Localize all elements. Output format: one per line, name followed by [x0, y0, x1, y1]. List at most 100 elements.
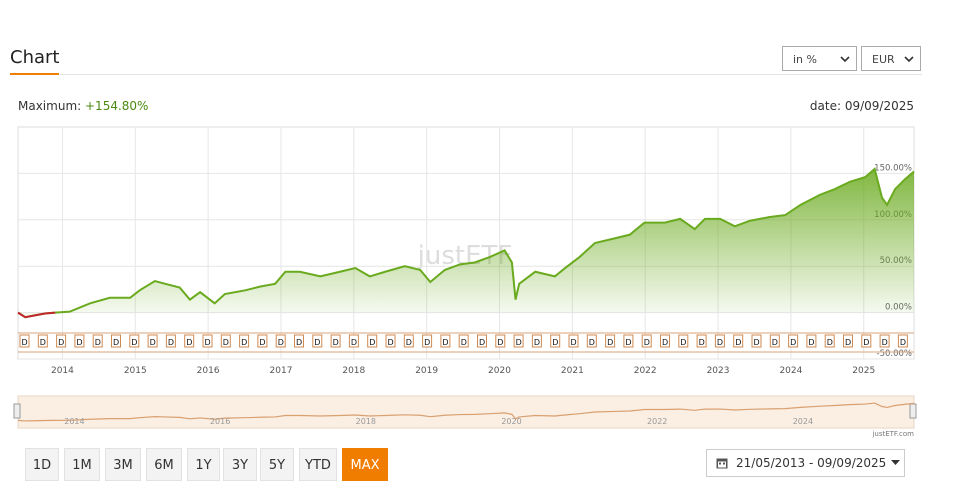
x-tick-label: 2024	[779, 366, 802, 376]
range-button[interactable]: 1D	[25, 448, 59, 481]
calendar-icon	[716, 458, 728, 469]
event-flag	[37, 334, 48, 348]
event-flag	[477, 334, 487, 348]
x-tick-label: 2025	[852, 366, 875, 376]
event-flag	[733, 334, 744, 348]
event-flag	[220, 334, 231, 348]
range-button[interactable]: 5Y	[260, 448, 294, 481]
event-flag	[385, 334, 396, 348]
event-flag-label: D	[662, 338, 668, 347]
event-flag-label: D	[113, 338, 119, 347]
header-rule	[60, 74, 922, 75]
range-button[interactable]: 6M	[146, 448, 182, 481]
event-flag-label: D	[369, 338, 375, 347]
event-flag	[147, 334, 158, 348]
event-flag-label: D	[186, 338, 192, 347]
event-flag	[74, 334, 85, 348]
event-flag-label: D	[40, 338, 46, 347]
event-flag	[824, 334, 835, 348]
chevron	[840, 56, 850, 63]
event-flag-label: D	[168, 338, 174, 347]
event-flag	[495, 334, 506, 348]
event-flag-label: D	[497, 338, 503, 347]
event-flag-label: D	[442, 338, 448, 347]
event-flag	[897, 334, 908, 348]
event-flag	[696, 334, 707, 348]
event-flag-label: D	[607, 338, 613, 347]
event-flag-label: D	[680, 338, 686, 347]
navigator-line	[17, 402, 915, 422]
event-flag-label: D	[22, 338, 28, 347]
event-flag	[129, 334, 140, 348]
event-flag-label: D	[735, 338, 741, 347]
event-flag-label: D	[205, 338, 211, 347]
event-flag-label: D	[278, 338, 284, 347]
date-range-text: 21/05/2013 - 09/09/2025	[736, 456, 887, 470]
range-button[interactable]: 1Y	[187, 448, 220, 481]
range-button[interactable]: MAX	[342, 448, 388, 481]
event-flag	[312, 334, 323, 348]
event-flag	[751, 334, 762, 348]
event-flag	[605, 334, 616, 348]
event-flag	[348, 334, 359, 348]
x-tick-label: 2022	[634, 366, 657, 376]
maximum-label: Maximum:	[18, 99, 82, 113]
event-flag-label: D	[900, 338, 906, 347]
x-tick-label: 2015	[124, 366, 147, 376]
area-fill	[18, 168, 914, 318]
event-flag	[678, 334, 689, 348]
navigator-handle[interactable]	[909, 403, 917, 419]
event-flag	[788, 334, 799, 348]
event-flag-label: D	[754, 338, 760, 347]
x-tick-label: 2017	[270, 366, 293, 376]
event-flag-label: D	[644, 338, 650, 347]
line-negative	[17, 311, 56, 319]
unit-select[interactable]: in %	[782, 46, 857, 71]
event-flag-label: D	[772, 338, 778, 347]
date-range-picker[interactable]: 21/05/2013 - 09/09/2025	[706, 449, 905, 477]
x-tick-label: 2018	[342, 366, 365, 376]
currency-select-text: EUR	[872, 53, 895, 66]
event-flag	[239, 334, 250, 348]
range-button[interactable]: YTD	[299, 448, 337, 481]
event-flag-label: D	[479, 338, 485, 347]
event-flag-label: D	[95, 338, 101, 347]
event-flag	[458, 334, 469, 348]
event-flag	[843, 334, 853, 348]
navigator-tick-label: 2020	[501, 417, 521, 426]
event-flag	[660, 334, 670, 348]
event-flag	[367, 334, 378, 348]
range-button[interactable]: 3M	[105, 448, 141, 481]
x-tick-label: 2019	[415, 366, 438, 376]
range-button[interactable]: 3Y	[223, 448, 257, 481]
event-flag	[531, 334, 542, 348]
event-flag	[257, 334, 268, 348]
range-button[interactable]: 1M	[64, 448, 100, 481]
event-flag	[202, 334, 213, 348]
event-flag	[56, 334, 67, 348]
event-flag-label: D	[76, 338, 82, 347]
event-flag	[440, 334, 451, 348]
currency-select[interactable]: EUR	[861, 46, 921, 71]
line	[17, 167, 915, 319]
event-flag-label: D	[351, 338, 357, 347]
event-flag	[623, 334, 634, 348]
event-flag	[568, 334, 579, 348]
event-flag-label: D	[516, 338, 522, 347]
x-tick-label: 2016	[197, 366, 220, 376]
event-flag	[714, 334, 725, 348]
event-flag-label: D	[827, 338, 833, 347]
title-underline	[10, 73, 59, 75]
maximum-value: +154.80%	[85, 99, 149, 113]
navigator-handle[interactable]	[13, 403, 21, 419]
caret	[891, 460, 900, 465]
credit: justETF.com	[871, 430, 914, 438]
navigator-tick-label: 2014	[64, 417, 84, 426]
x-tick-label: 2021	[561, 366, 584, 376]
event-flag	[586, 334, 597, 348]
event-flag-label: D	[845, 338, 851, 347]
event-flag	[806, 334, 817, 348]
y-tick-label: 150.00%	[874, 163, 912, 173]
maximum-info: Maximum: +154.80%	[18, 99, 148, 113]
event-flag	[275, 334, 286, 348]
